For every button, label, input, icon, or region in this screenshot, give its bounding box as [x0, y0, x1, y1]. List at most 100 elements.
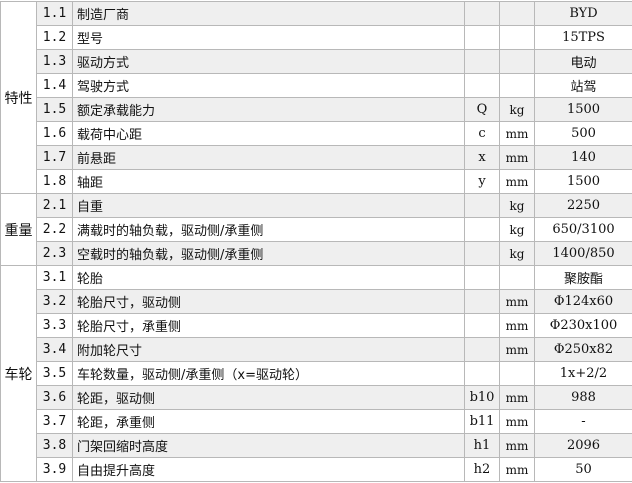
spec-number: 3.5	[37, 362, 73, 386]
spec-value: 电动	[535, 50, 632, 74]
spec-value: 1400/850	[535, 242, 632, 266]
spec-value: 1x+2/2	[535, 362, 632, 386]
spec-number: 2.1	[37, 194, 73, 218]
spec-description: 驾驶方式	[73, 74, 465, 98]
spec-symbol	[465, 218, 500, 242]
spec-description: 额定承载能力	[73, 98, 465, 122]
spec-description: 前悬距	[73, 146, 465, 170]
spec-description: 空载时的轴负载，驱动侧/承重侧	[73, 242, 465, 266]
spec-number: 1.3	[37, 50, 73, 74]
spec-description: 车轮数量，驱动侧/承重侧（x=驱动轮）	[73, 362, 465, 386]
spec-number: 3.3	[37, 314, 73, 338]
spec-value: 988	[535, 386, 632, 410]
spec-description: 自重	[73, 194, 465, 218]
spec-number: 3.1	[37, 266, 73, 290]
spec-symbol: h2	[465, 458, 500, 482]
spec-number: 3.7	[37, 410, 73, 434]
spec-value: 1500	[535, 98, 632, 122]
spec-number: 1.1	[37, 2, 73, 26]
spec-value: Φ124x60	[535, 290, 632, 314]
spec-value: Φ230x100	[535, 314, 632, 338]
spec-unit: mm	[500, 170, 535, 194]
group-label: 车轮	[1, 266, 37, 482]
spec-description: 轮胎尺寸，驱动侧	[73, 290, 465, 314]
spec-symbol	[465, 74, 500, 98]
spec-unit: mm	[500, 338, 535, 362]
spec-unit	[500, 74, 535, 98]
spec-number: 2.3	[37, 242, 73, 266]
spec-value: 15TPS	[535, 26, 632, 50]
spec-value: BYD	[535, 2, 632, 26]
spec-value: 650/3100	[535, 218, 632, 242]
spec-number: 3.8	[37, 434, 73, 458]
spec-unit: kg	[500, 242, 535, 266]
spec-unit: kg	[500, 194, 535, 218]
spec-unit	[500, 2, 535, 26]
spec-value: 站驾	[535, 74, 632, 98]
spec-symbol	[465, 266, 500, 290]
spec-number: 3.6	[37, 386, 73, 410]
spec-description: 满载时的轴负载，驱动侧/承重侧	[73, 218, 465, 242]
spec-symbol: b10	[465, 386, 500, 410]
spec-description: 轴距	[73, 170, 465, 194]
spec-unit	[500, 50, 535, 74]
spec-symbol	[465, 338, 500, 362]
spec-description: 门架回缩时高度	[73, 434, 465, 458]
spec-symbol: c	[465, 122, 500, 146]
spec-description: 轮胎	[73, 266, 465, 290]
group-label: 重量	[1, 194, 37, 266]
spec-unit: mm	[500, 386, 535, 410]
spec-symbol	[465, 290, 500, 314]
spec-symbol: b11	[465, 410, 500, 434]
spec-value: 2250	[535, 194, 632, 218]
spec-unit: mm	[500, 434, 535, 458]
spec-number: 3.4	[37, 338, 73, 362]
spec-description: 驱动方式	[73, 50, 465, 74]
spec-symbol	[465, 362, 500, 386]
spec-number: 3.2	[37, 290, 73, 314]
spec-unit: mm	[500, 458, 535, 482]
spec-value: 140	[535, 146, 632, 170]
spec-number: 3.9	[37, 458, 73, 482]
spec-value: -	[535, 410, 632, 434]
spec-number: 2.2	[37, 218, 73, 242]
spec-description: 制造厂商	[73, 2, 465, 26]
spec-unit	[500, 266, 535, 290]
spec-symbol	[465, 2, 500, 26]
spec-value: Φ250x82	[535, 338, 632, 362]
spec-unit	[500, 26, 535, 50]
spec-value: 聚胺酯	[535, 266, 632, 290]
spec-symbol: h1	[465, 434, 500, 458]
spec-value: 2096	[535, 434, 632, 458]
spec-symbol: Q	[465, 98, 500, 122]
spec-unit: mm	[500, 410, 535, 434]
spec-unit: mm	[500, 146, 535, 170]
spec-description: 载荷中心距	[73, 122, 465, 146]
spec-description: 附加轮尺寸	[73, 338, 465, 362]
spec-number: 1.5	[37, 98, 73, 122]
group-label: 特性	[1, 2, 37, 194]
spec-number: 1.4	[37, 74, 73, 98]
spec-symbol	[465, 26, 500, 50]
spec-value: 50	[535, 458, 632, 482]
spec-unit: mm	[500, 290, 535, 314]
spec-number: 1.2	[37, 26, 73, 50]
spec-unit: kg	[500, 98, 535, 122]
